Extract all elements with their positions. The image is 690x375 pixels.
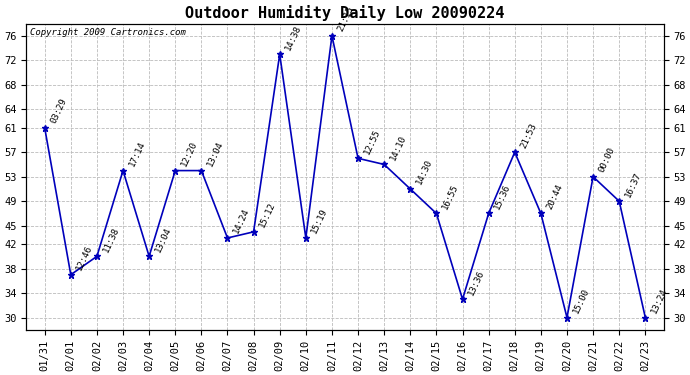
Text: 13:04: 13:04	[153, 225, 172, 254]
Text: 12:46: 12:46	[75, 244, 95, 272]
Text: 12:20: 12:20	[179, 140, 199, 168]
Text: 14:38: 14:38	[284, 23, 304, 51]
Text: 11:38: 11:38	[101, 225, 121, 254]
Text: 15:00: 15:00	[571, 286, 591, 315]
Text: 14:30: 14:30	[415, 158, 434, 186]
Text: 03:29: 03:29	[49, 97, 68, 125]
Text: 13:04: 13:04	[206, 140, 225, 168]
Text: 12:55: 12:55	[362, 128, 382, 156]
Text: 21:15: 21:15	[336, 5, 355, 33]
Text: 20:44: 20:44	[545, 183, 564, 211]
Text: 13:24: 13:24	[649, 286, 669, 315]
Text: 13:36: 13:36	[466, 268, 486, 297]
Text: 14:24: 14:24	[232, 207, 251, 235]
Text: 16:55: 16:55	[441, 183, 460, 211]
Text: Copyright 2009 Cartronics.com: Copyright 2009 Cartronics.com	[30, 28, 186, 37]
Text: 00:00: 00:00	[598, 146, 617, 174]
Text: 14:10: 14:10	[388, 134, 408, 162]
Text: 17:14: 17:14	[127, 140, 147, 168]
Text: 15:19: 15:19	[310, 207, 330, 235]
Title: Outdoor Humidity Daily Low 20090224: Outdoor Humidity Daily Low 20090224	[186, 5, 504, 21]
Text: 21:53: 21:53	[519, 121, 538, 149]
Text: 15:12: 15:12	[258, 201, 277, 229]
Text: 15:36: 15:36	[493, 183, 512, 211]
Text: 16:37: 16:37	[623, 170, 643, 198]
